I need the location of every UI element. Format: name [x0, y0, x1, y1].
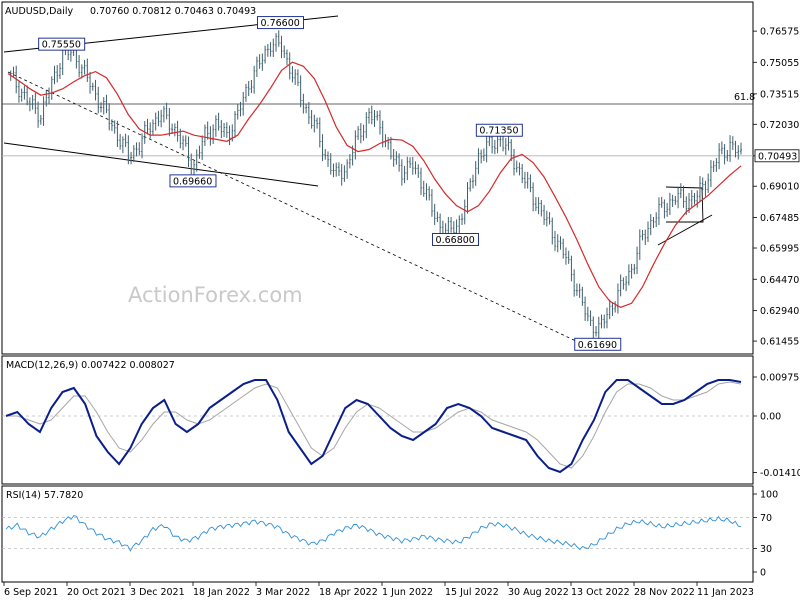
- price-annotation: 0.61690: [574, 337, 622, 351]
- price-annotation: 0.76600: [257, 16, 304, 30]
- macd-tick-label: 0.00: [760, 412, 781, 423]
- price-tick-label: 0.67485: [760, 213, 799, 224]
- price-annotation: 0.66800: [432, 233, 480, 246]
- rsi-axis: 100 70 30 0: [753, 490, 778, 579]
- macd-tick-label: 0.009751: [760, 372, 800, 383]
- price-annotations: 0.75550 0.76600 0.69660 0.66800 0.71350 0.616…: [38, 16, 622, 351]
- annotation-box: [169, 174, 217, 188]
- price-axis: 0.765750.750550.735150.720300.704900.690…: [753, 27, 799, 348]
- date-tick-label: 15 Jul 2022: [445, 587, 499, 598]
- price-tick-label: 0.65995: [760, 244, 799, 255]
- ohlc-readout: 0.70760 0.70812 0.70463 0.70493: [90, 6, 256, 17]
- rsi-tick-label: 0: [760, 568, 766, 579]
- date-tick-label: 28 Nov 2022: [634, 587, 695, 598]
- date-tick-label: 13 Oct 2022: [571, 587, 630, 598]
- rsi-line: [5, 515, 742, 552]
- macd-title: MACD(12,26,9) 0.007422 0.008027: [6, 360, 175, 371]
- watermark: ActionForex.com: [128, 283, 303, 307]
- date-tick-label: 1 Jun 2022: [382, 587, 433, 598]
- date-tick-label: 11 Jan 2023: [697, 587, 754, 598]
- price-tick-label: 0.76575: [760, 27, 799, 38]
- svg-text:0.70493: 0.70493: [758, 151, 797, 162]
- macd-line: [5, 379, 742, 474]
- price-annotation: 0.71350: [475, 123, 523, 137]
- annotation-box: [574, 337, 622, 351]
- annotation-label: 0.69660: [173, 176, 212, 187]
- price-tick-label: 0.69010: [760, 182, 799, 193]
- price-annotation: 0.75550: [38, 37, 86, 51]
- annotation-label: 0.71350: [479, 126, 518, 137]
- price-tick-label: 0.73515: [760, 89, 799, 100]
- rsi-tick-label: 100: [760, 490, 778, 501]
- date-tick-label: 30 Aug 2022: [508, 587, 569, 598]
- price-tick-label: 0.64470: [760, 275, 799, 286]
- date-tick-label: 6 Sep 2021: [4, 587, 58, 598]
- price-tick-label: 0.75055: [760, 58, 799, 69]
- symbol-label: AUDUSD,Daily: [5, 6, 74, 17]
- price-tick-label: 0.62940: [760, 306, 799, 317]
- macd-tick-label: -0.014107: [760, 468, 800, 479]
- rsi-tick-label: 30: [760, 544, 772, 555]
- date-tick-label: 18 Apr 2022: [319, 587, 378, 598]
- annotation-label: 0.75550: [42, 40, 81, 51]
- date-tick-label: 20 Oct 2021: [67, 587, 126, 598]
- price-panel-frame: [1, 1, 754, 355]
- price-tick-label: 0.72030: [760, 120, 799, 131]
- annotation-label: 0.76600: [261, 18, 300, 29]
- annotation-label: 0.61690: [578, 340, 617, 351]
- current-price-badge: 0.70493: [754, 149, 800, 162]
- lower-channel-line: [3, 142, 319, 187]
- moving-average-line: [7, 61, 742, 309]
- annotation-box: [257, 16, 304, 30]
- date-axis: 6 Sep 2021 20 Oct 2021 3 Dec 2021 18 Jan 20…: [3, 582, 754, 598]
- rsi-title: RSI(14) 57.7820: [6, 490, 83, 501]
- date-tick-label: 18 Jan 2022: [193, 587, 250, 598]
- fib-618-label: 61.8: [734, 92, 755, 103]
- price-tick-label: 0.61455: [760, 337, 799, 348]
- macd-axis: 0.009751 0.00 -0.014107: [753, 372, 800, 479]
- rsi-tick-label: 70: [760, 513, 772, 524]
- annotation-box: [432, 233, 480, 246]
- macd-panel-frame: [1, 355, 754, 485]
- annotation-label: 0.66800: [436, 235, 475, 246]
- annotation-box: [38, 37, 86, 51]
- annotation-box: [475, 123, 523, 137]
- price-annotation: 0.69660: [169, 174, 217, 188]
- date-tick-label: 3 Mar 2022: [256, 587, 310, 598]
- date-tick-label: 3 Dec 2021: [130, 587, 185, 598]
